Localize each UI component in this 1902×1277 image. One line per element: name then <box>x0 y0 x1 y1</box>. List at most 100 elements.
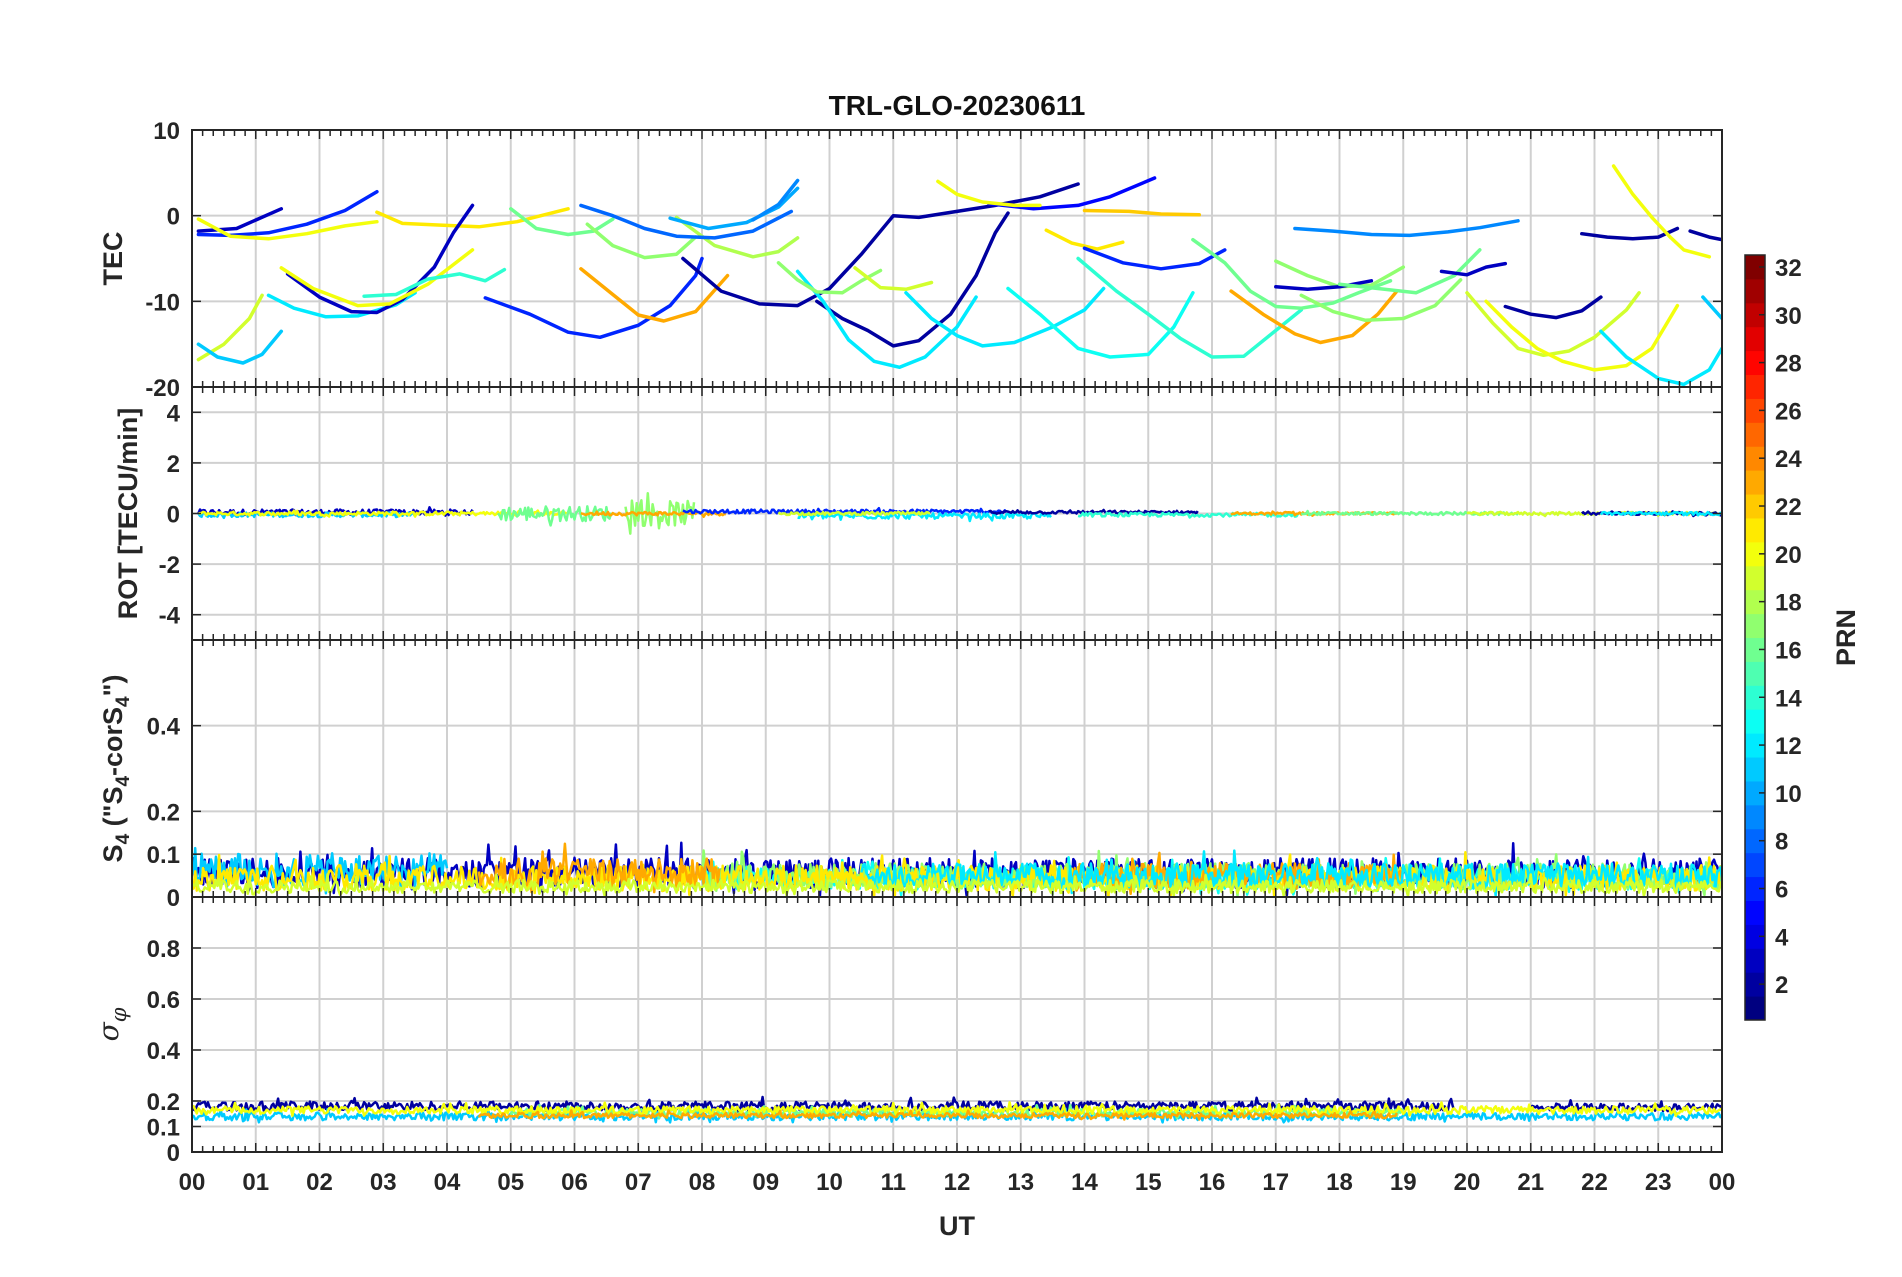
tec-y-tick-label: 0 <box>167 204 180 231</box>
rot-series-prn-17 <box>624 491 696 535</box>
s4-y-tick-label: 0.1 <box>147 842 180 869</box>
colorbar-segment <box>1745 996 1765 1021</box>
colorbar-tick-label: 2 <box>1775 972 1788 999</box>
colorbar-tick-label: 30 <box>1775 303 1802 330</box>
x-tick-label: 13 <box>1007 1169 1034 1196</box>
colorbar-segment <box>1745 852 1765 878</box>
data-layer <box>192 164 1722 1124</box>
s4-series-prn-23 <box>477 842 721 894</box>
colorbar-segment <box>1745 565 1765 591</box>
colorbar-tick-label: 32 <box>1775 255 1802 282</box>
colorbar-segment <box>1745 350 1765 376</box>
x-tick-label: 19 <box>1390 1169 1417 1196</box>
sigma-y-tick-label: 0.1 <box>147 1115 180 1142</box>
tec-y-tick-label: -10 <box>145 289 180 316</box>
colorbar-segment <box>1745 924 1765 949</box>
colorbar-segment <box>1745 302 1765 328</box>
colorbar-tick-label: 20 <box>1775 542 1802 569</box>
x-axis-title: UT <box>939 1211 975 1241</box>
x-tick-label: 10 <box>816 1169 843 1196</box>
tec-series-prn-21 <box>1044 228 1125 251</box>
tec-series-prn-12 <box>904 286 1106 348</box>
colorbar-segment <box>1745 948 1765 973</box>
tec-series-prn-2 <box>1503 295 1603 320</box>
rot-series-prn-19 <box>777 510 931 517</box>
tec-series-prn-3 <box>1439 261 1508 277</box>
colorbar-segment <box>1745 757 1765 782</box>
x-tick-label: 00 <box>179 1169 206 1196</box>
chart-title: TRL-GLO-20230611 <box>829 90 1086 121</box>
sigma-y-tick-label: 0.6 <box>147 987 180 1014</box>
sigma-series-prn-11 <box>192 1107 1722 1124</box>
x-tick-label: 00 <box>1709 1169 1736 1196</box>
x-tick-label: 09 <box>752 1169 779 1196</box>
tec-series-prn-3 <box>285 203 475 315</box>
s4-y-tick-label: 0 <box>167 885 180 912</box>
x-tick-label: 17 <box>1262 1169 1289 1196</box>
tec-series-prn-21 <box>375 207 570 229</box>
colorbar-tick-label: 18 <box>1775 590 1802 617</box>
colorbar-segment <box>1745 637 1765 662</box>
tec-series-prn-3 <box>1274 279 1374 292</box>
x-tick-label: 03 <box>370 1169 397 1196</box>
tec-series-prn-6 <box>483 256 704 340</box>
sigma-series-prn-23 <box>477 1109 1399 1121</box>
s4-series-prn-11 <box>192 846 449 895</box>
tec-series-prn-16 <box>1337 248 1482 295</box>
colorbar-tick-label: 24 <box>1775 446 1802 473</box>
colorbar-segment <box>1745 470 1765 495</box>
tec-series-prn-9 <box>1293 219 1520 238</box>
tec-series-group <box>196 164 1722 387</box>
tec-series-prn-2 <box>1688 229 1722 242</box>
tec-series-prn-8 <box>579 203 794 240</box>
x-tick-label: 22 <box>1581 1169 1608 1196</box>
colorbar-segment <box>1745 255 1765 280</box>
tec-series-prn-11 <box>1701 295 1722 321</box>
x-tick-label: 04 <box>434 1169 461 1196</box>
colorbar-segment <box>1745 374 1765 399</box>
rot-series-group <box>197 491 1722 535</box>
tec-series-prn-19 <box>1465 291 1641 358</box>
colorbar-segment <box>1745 804 1765 830</box>
x-tick-label: 08 <box>689 1169 716 1196</box>
rot-y-tick-label: 0 <box>167 502 180 529</box>
tec-y-axis-title: TEC <box>98 232 128 286</box>
colorbar-segment <box>1745 517 1765 543</box>
colorbar-tick-label: 6 <box>1775 877 1788 904</box>
rot-series-prn-12 <box>1599 510 1722 517</box>
colorbar-segment <box>1745 828 1765 854</box>
colorbar-segment <box>1745 589 1765 615</box>
colorbar-tick-label: 10 <box>1775 781 1802 808</box>
tec-series-prn-20 <box>196 217 379 241</box>
sigma-y-tick-label: 0.4 <box>147 1038 181 1065</box>
tec-series-prn-19 <box>853 266 934 292</box>
colorbar-segment <box>1745 422 1765 447</box>
colorbar-segment <box>1745 613 1765 638</box>
colorbar-tick-label: 16 <box>1775 637 1802 664</box>
rot-series-prn-6 <box>682 506 1008 516</box>
colorbar-tick-label: 8 <box>1775 829 1788 856</box>
tec-y-tick-label: -20 <box>145 375 180 402</box>
colorbar-segment <box>1745 685 1765 710</box>
colorbar-segment <box>1745 709 1765 734</box>
tec-series-prn-17 <box>776 261 883 295</box>
rot-y-axis-title: ROT [TECU/min] <box>113 408 143 619</box>
colorbar-frame <box>1744 254 1766 1021</box>
colorbar-tick-label: 4 <box>1775 924 1789 951</box>
colorbar-segment <box>1745 278 1765 304</box>
colorbar-segment <box>1745 446 1765 471</box>
s4-y-axis-title: S4 ("S4-corS4") <box>98 675 134 863</box>
sigma-y-tick-label: 0 <box>167 1140 180 1167</box>
tec-series-prn-13 <box>1006 286 1195 359</box>
tec-series-prn-22 <box>1082 208 1202 217</box>
sigma-series-group <box>192 1095 1722 1124</box>
sigma-y-tick-label: 0.2 <box>147 1089 180 1116</box>
rot-y-tick-label: 4 <box>167 400 181 427</box>
tec-series-prn-2 <box>1580 226 1680 241</box>
colorbar-label: PRN <box>1831 609 1861 666</box>
colorbar-tick-label: 28 <box>1775 351 1802 378</box>
x-tick-label: 05 <box>497 1169 524 1196</box>
x-tick-label: 07 <box>625 1169 652 1196</box>
